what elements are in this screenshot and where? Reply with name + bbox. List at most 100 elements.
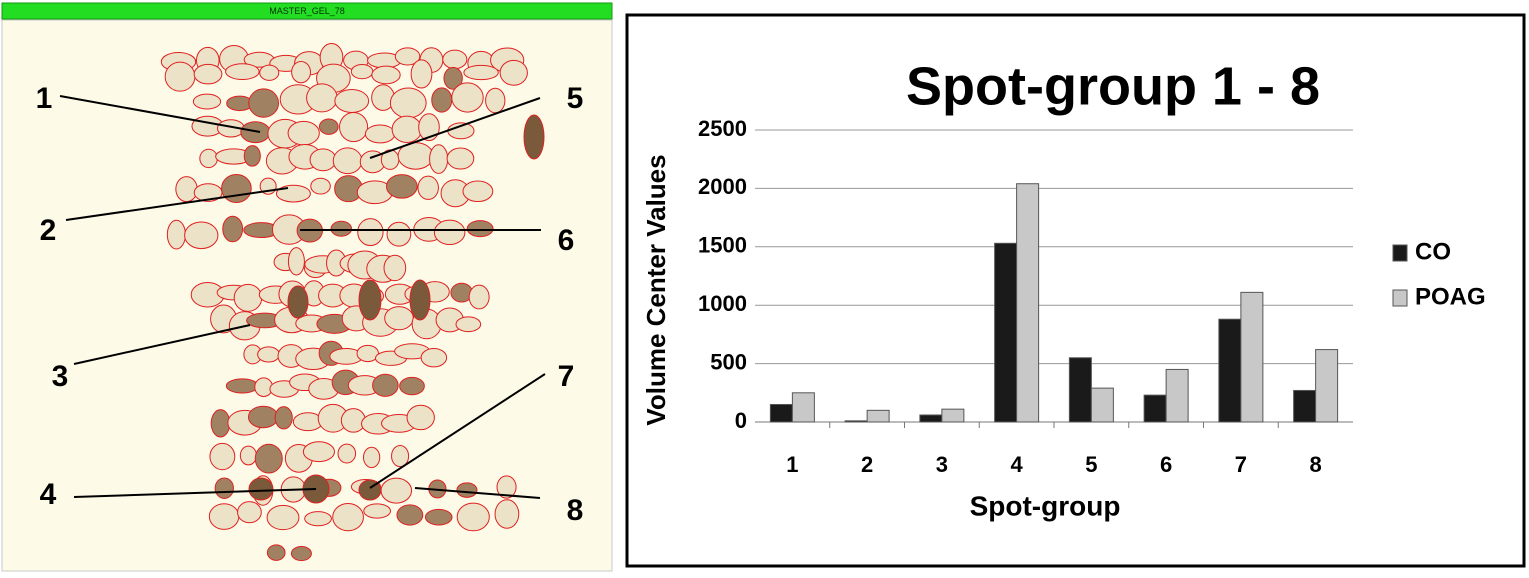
gel-spot [259, 64, 280, 81]
gel-spot [499, 59, 528, 86]
gel-spot [391, 115, 423, 144]
chart-panel: Spot-group 1 - 8 Spot-group Volume Cente… [625, 13, 1526, 568]
gel-spot [266, 544, 286, 561]
gel-title-bar [1, 2, 613, 20]
bar [1143, 394, 1167, 423]
chart-frame [625, 13, 1526, 568]
gel-spot [287, 120, 320, 146]
bar [941, 408, 965, 423]
gel-spot [237, 501, 262, 524]
gel-spot [290, 545, 312, 562]
gel-spot [221, 173, 252, 203]
gel-spot [468, 284, 490, 310]
bar [1068, 357, 1092, 423]
gel-spot [496, 475, 517, 499]
gel-spot [424, 508, 453, 526]
bar [1315, 349, 1339, 423]
gel-spot [396, 504, 424, 526]
bar [1218, 318, 1242, 423]
gel-spot [330, 220, 353, 237]
spot-label: 6 [558, 224, 575, 257]
legend-swatch [1392, 289, 1408, 307]
gel-spot [494, 499, 520, 529]
gel-spot [175, 176, 198, 203]
x-tick-label: 6 [1160, 452, 1172, 477]
y-axis-label: Volume Center Values [641, 154, 671, 425]
bar [866, 409, 890, 423]
gel-labels: 1 2 3 4 5 6 7 8 [36, 82, 584, 527]
x-tick-label: 4 [1011, 452, 1024, 477]
y-tick-label: 0 [735, 408, 747, 433]
bar [1090, 387, 1114, 423]
gel-spot [384, 306, 414, 331]
gel-spot [239, 445, 257, 466]
gel-spot [451, 82, 484, 113]
gel-spot [431, 87, 453, 113]
gel-spot [199, 148, 218, 169]
gel-spot [302, 441, 335, 463]
bar [769, 403, 793, 423]
y-tick-label: 2500 [698, 116, 747, 141]
legend-label: POAG [1415, 283, 1486, 310]
gel-spot [248, 477, 274, 501]
gel-spot [222, 215, 244, 243]
y-tick-label: 2000 [698, 174, 747, 199]
gel-spot [386, 221, 412, 247]
gel-spot [372, 373, 399, 397]
pointer-line [369, 373, 546, 489]
gel-spot [485, 87, 506, 114]
gel-spot [310, 177, 331, 195]
spot-label: 2 [40, 214, 57, 247]
pointer-line [59, 95, 261, 133]
gel-spot [266, 504, 300, 531]
y-tick-label: 1000 [698, 291, 747, 316]
spot-label: 7 [558, 360, 575, 393]
pointer-line [73, 324, 251, 365]
x-tick-label: 5 [1085, 452, 1097, 477]
gel-spot [356, 344, 379, 363]
legend-label: CO [1415, 238, 1451, 265]
gel-spot [364, 124, 396, 144]
gel-spot [371, 65, 401, 85]
gel-spot [363, 503, 392, 519]
spot-label: 1 [36, 82, 53, 115]
gel-spot [184, 221, 219, 250]
x-tick-label: 1 [786, 452, 798, 477]
gel-spot [443, 66, 463, 90]
gel-spot [406, 404, 435, 431]
gel-panel: MASTER_GEL_78 1 2 3 4 5 6 7 8 [1, 2, 613, 572]
gel-spot [287, 247, 305, 276]
gel-spots [160, 43, 545, 562]
gel-spot [362, 446, 381, 469]
spot-label: 5 [567, 82, 584, 115]
gel-spot [318, 118, 339, 135]
gel-spot [225, 63, 260, 81]
gel-spot [309, 148, 337, 172]
y-tick-label: 500 [710, 349, 747, 374]
gel-spot [380, 477, 413, 504]
pointer-line [65, 187, 289, 221]
pointer-line [414, 487, 541, 499]
gel-spot [433, 219, 466, 246]
gel-spot [243, 145, 261, 167]
gel-spot [350, 64, 374, 80]
gel-spot [209, 442, 236, 471]
gel-spot [410, 59, 433, 89]
gel-spot [210, 409, 231, 438]
x-axis-label: Spot-group [970, 490, 1121, 521]
bar [919, 414, 943, 423]
gel-spot [225, 378, 259, 394]
x-tick-label: 7 [1235, 452, 1247, 477]
gel-spot [332, 147, 363, 175]
gel-spot [418, 113, 440, 142]
bar [994, 242, 1018, 423]
gel-spot [391, 445, 410, 468]
gel-spot [208, 503, 240, 530]
gel-title: MASTER_GEL_78 [269, 6, 345, 16]
pointer-line [369, 97, 541, 159]
gel-spot [466, 220, 494, 238]
gel-spot [462, 180, 494, 203]
bar [1240, 291, 1264, 423]
bar [1165, 368, 1189, 423]
gel-spot [248, 88, 280, 118]
